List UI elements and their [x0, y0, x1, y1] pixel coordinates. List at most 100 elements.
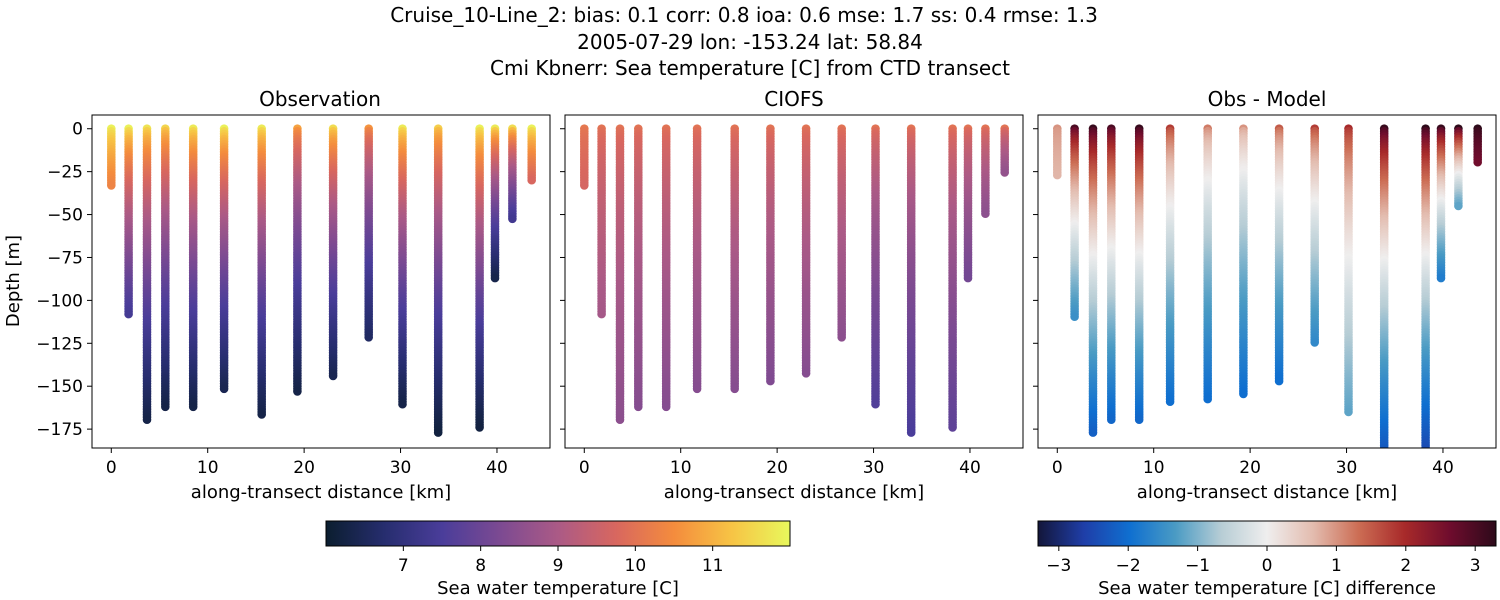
panel-ciofs: CIOFS 0 10 20 30 40 along-transect distance …: [560, 87, 1024, 503]
profile-point: [188, 402, 198, 412]
profile-point: [490, 273, 500, 283]
profile-column: [527, 124, 536, 185]
profile-column: [293, 124, 302, 396]
x-tick-label: 0: [579, 458, 590, 478]
profile-column: [963, 124, 973, 283]
profile-column: [1344, 124, 1353, 417]
profile-point: [766, 376, 775, 386]
x-tick-label: 20: [766, 458, 788, 478]
figure-title-line-3: Cmi Kbnerr: Sea temperature [C] from CTD…: [490, 56, 1010, 80]
x-ticks: 0 10 20 30 40: [1052, 448, 1454, 478]
profile-column: [1107, 124, 1116, 425]
profile-column: [1454, 124, 1463, 211]
x-tick-label: 0: [1052, 458, 1063, 478]
colorbar-difference: −3 −2 −1 0 1 2 3 Sea water temperature [C] dif…: [1037, 520, 1497, 599]
profile-point: [597, 309, 606, 319]
profile-point: [398, 399, 407, 409]
axes-frame: [91, 114, 551, 449]
profile-column: [981, 124, 990, 218]
profile-point: [1436, 273, 1446, 283]
colorbar-tick-label: 7: [398, 556, 409, 576]
profile-column: [692, 124, 702, 394]
profile-point: [1070, 312, 1079, 322]
profile-column: [219, 124, 229, 394]
profile-column: [1421, 124, 1430, 448]
profile-point: [161, 402, 170, 412]
colorbar-ticks: −3 −2 −1 0 1 2 3: [1046, 546, 1481, 576]
profile-point: [1454, 201, 1463, 211]
panel-obs-minus-model: Obs - Model 0 10 20 30 40 along-transect dis…: [1033, 87, 1497, 503]
profile-point: [634, 402, 643, 412]
profile-point: [1203, 394, 1212, 404]
y-ticks: [1033, 128, 1038, 430]
colorbar-tick-label: 3: [1470, 556, 1481, 576]
profile-column: [433, 124, 443, 437]
profile-column: [161, 124, 170, 412]
profile-point: [1274, 376, 1284, 386]
profile-point: [293, 387, 302, 396]
profile-column: [730, 124, 739, 394]
colorbar-temperature: 7 8 9 10 11 Sea water temperature [C]: [325, 520, 791, 599]
profile-column: [615, 124, 625, 425]
x-tick-label: 40: [959, 458, 981, 478]
profile-point: [1239, 389, 1248, 399]
profile-column: [871, 124, 880, 409]
profile-point: [801, 369, 811, 378]
profile-column: [1088, 124, 1098, 437]
x-tick-label: 40: [486, 458, 508, 478]
colorbar-ticks: 7 8 9 10 11: [398, 546, 723, 576]
panel-title: Observation: [259, 87, 381, 111]
profile-column: [364, 124, 374, 342]
colorbar-tick-label: −1: [1185, 556, 1210, 576]
x-tick-label: 10: [1143, 458, 1165, 478]
colorbar-tick-label: −3: [1046, 556, 1071, 576]
profile-point: [124, 309, 133, 319]
colorbar-tick-label: −2: [1116, 556, 1141, 576]
profile-column: [124, 124, 133, 319]
x-axis-label: along-transect distance [km]: [191, 482, 451, 503]
profile-column: [107, 124, 116, 190]
profile-point: [981, 209, 990, 218]
x-tick-label: 30: [863, 458, 885, 478]
profile-column: [398, 124, 407, 409]
profile-column: [597, 124, 606, 319]
profile-column: [1379, 124, 1389, 448]
profile-column: [1436, 124, 1446, 283]
y-ticks: 0 −25 −50 −75 −100 −125 −150 −175: [36, 120, 92, 440]
profile-marks: [580, 124, 1009, 437]
y-tick-label: −175: [36, 420, 83, 440]
profile-column: [1070, 124, 1079, 322]
x-tick-label: 0: [106, 458, 117, 478]
profile-column: [580, 124, 589, 190]
axes-frame: [564, 114, 1024, 449]
profile-column: [490, 124, 500, 283]
profile-column: [1000, 124, 1009, 177]
x-tick-label: 30: [1336, 458, 1358, 478]
profile-column: [661, 124, 671, 412]
y-tick-label: −50: [47, 206, 83, 226]
profile-column: [634, 124, 643, 412]
profile-point: [730, 384, 739, 394]
x-ticks: 0 10 20 30 40: [579, 448, 981, 478]
profile-column: [906, 124, 916, 437]
profile-column: [1310, 124, 1319, 347]
profile-point: [948, 423, 957, 432]
profile-column: [142, 124, 152, 425]
colorbar-tick-label: 9: [553, 556, 564, 576]
profile-column: [1274, 124, 1284, 386]
profile-column: [1473, 124, 1482, 167]
colorbar-tick-label: 8: [475, 556, 486, 576]
profile-point: [837, 333, 846, 342]
y-tick-label: −75: [47, 248, 83, 268]
profile-column: [188, 124, 198, 412]
profile-point: [1344, 407, 1353, 417]
profile-point: [508, 214, 517, 224]
panel-title: CIOFS: [764, 87, 823, 111]
x-tick-label: 20: [1239, 458, 1261, 478]
colorbar-tick-label: 2: [1400, 556, 1411, 576]
profile-point: [219, 384, 229, 394]
profile-column: [508, 124, 517, 224]
colorbar-tick-label: 1: [1331, 556, 1342, 576]
profile-column: [475, 124, 484, 432]
